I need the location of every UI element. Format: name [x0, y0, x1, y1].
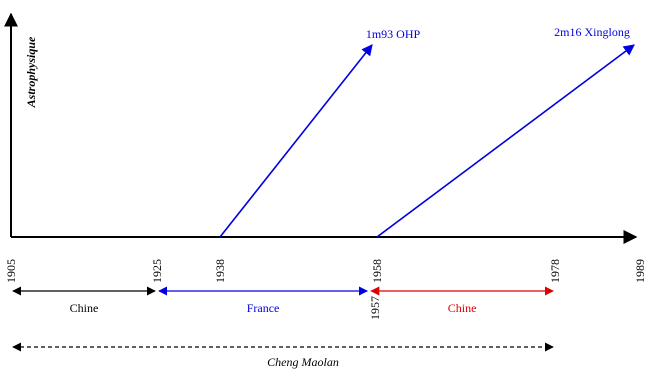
telescope-arrow-0 [219, 44, 373, 238]
telescope-label-1: 2m16 Xinglong [554, 25, 630, 39]
year-label-1957: 1957 [368, 296, 382, 320]
period-label-2: Chine [448, 301, 477, 315]
telescope-arrow-1 [376, 44, 635, 238]
period-label-0: Chine [70, 301, 99, 315]
year-label-1978: 1978 [548, 259, 562, 283]
cheng-maolan-label: Cheng Maolan [267, 355, 339, 369]
telescope-label-0: 1m93 OHP [366, 27, 421, 41]
year-label-1989: 1989 [633, 259, 647, 283]
period-arrows: Chine France Chine [12, 286, 554, 315]
year-labels: 1905 1925 1938 1958 1978 1989 [4, 259, 647, 283]
year-label-1938: 1938 [213, 259, 227, 283]
period-label-1: France [247, 301, 280, 315]
year-label-1905: 1905 [4, 259, 18, 283]
telescope-arrows: 1m93 OHP 2m16 Xinglong [219, 25, 635, 238]
year-label-1925: 1925 [150, 259, 164, 283]
year-label-1958: 1958 [370, 259, 384, 283]
y-axis-label: Astrophysique [24, 36, 38, 108]
